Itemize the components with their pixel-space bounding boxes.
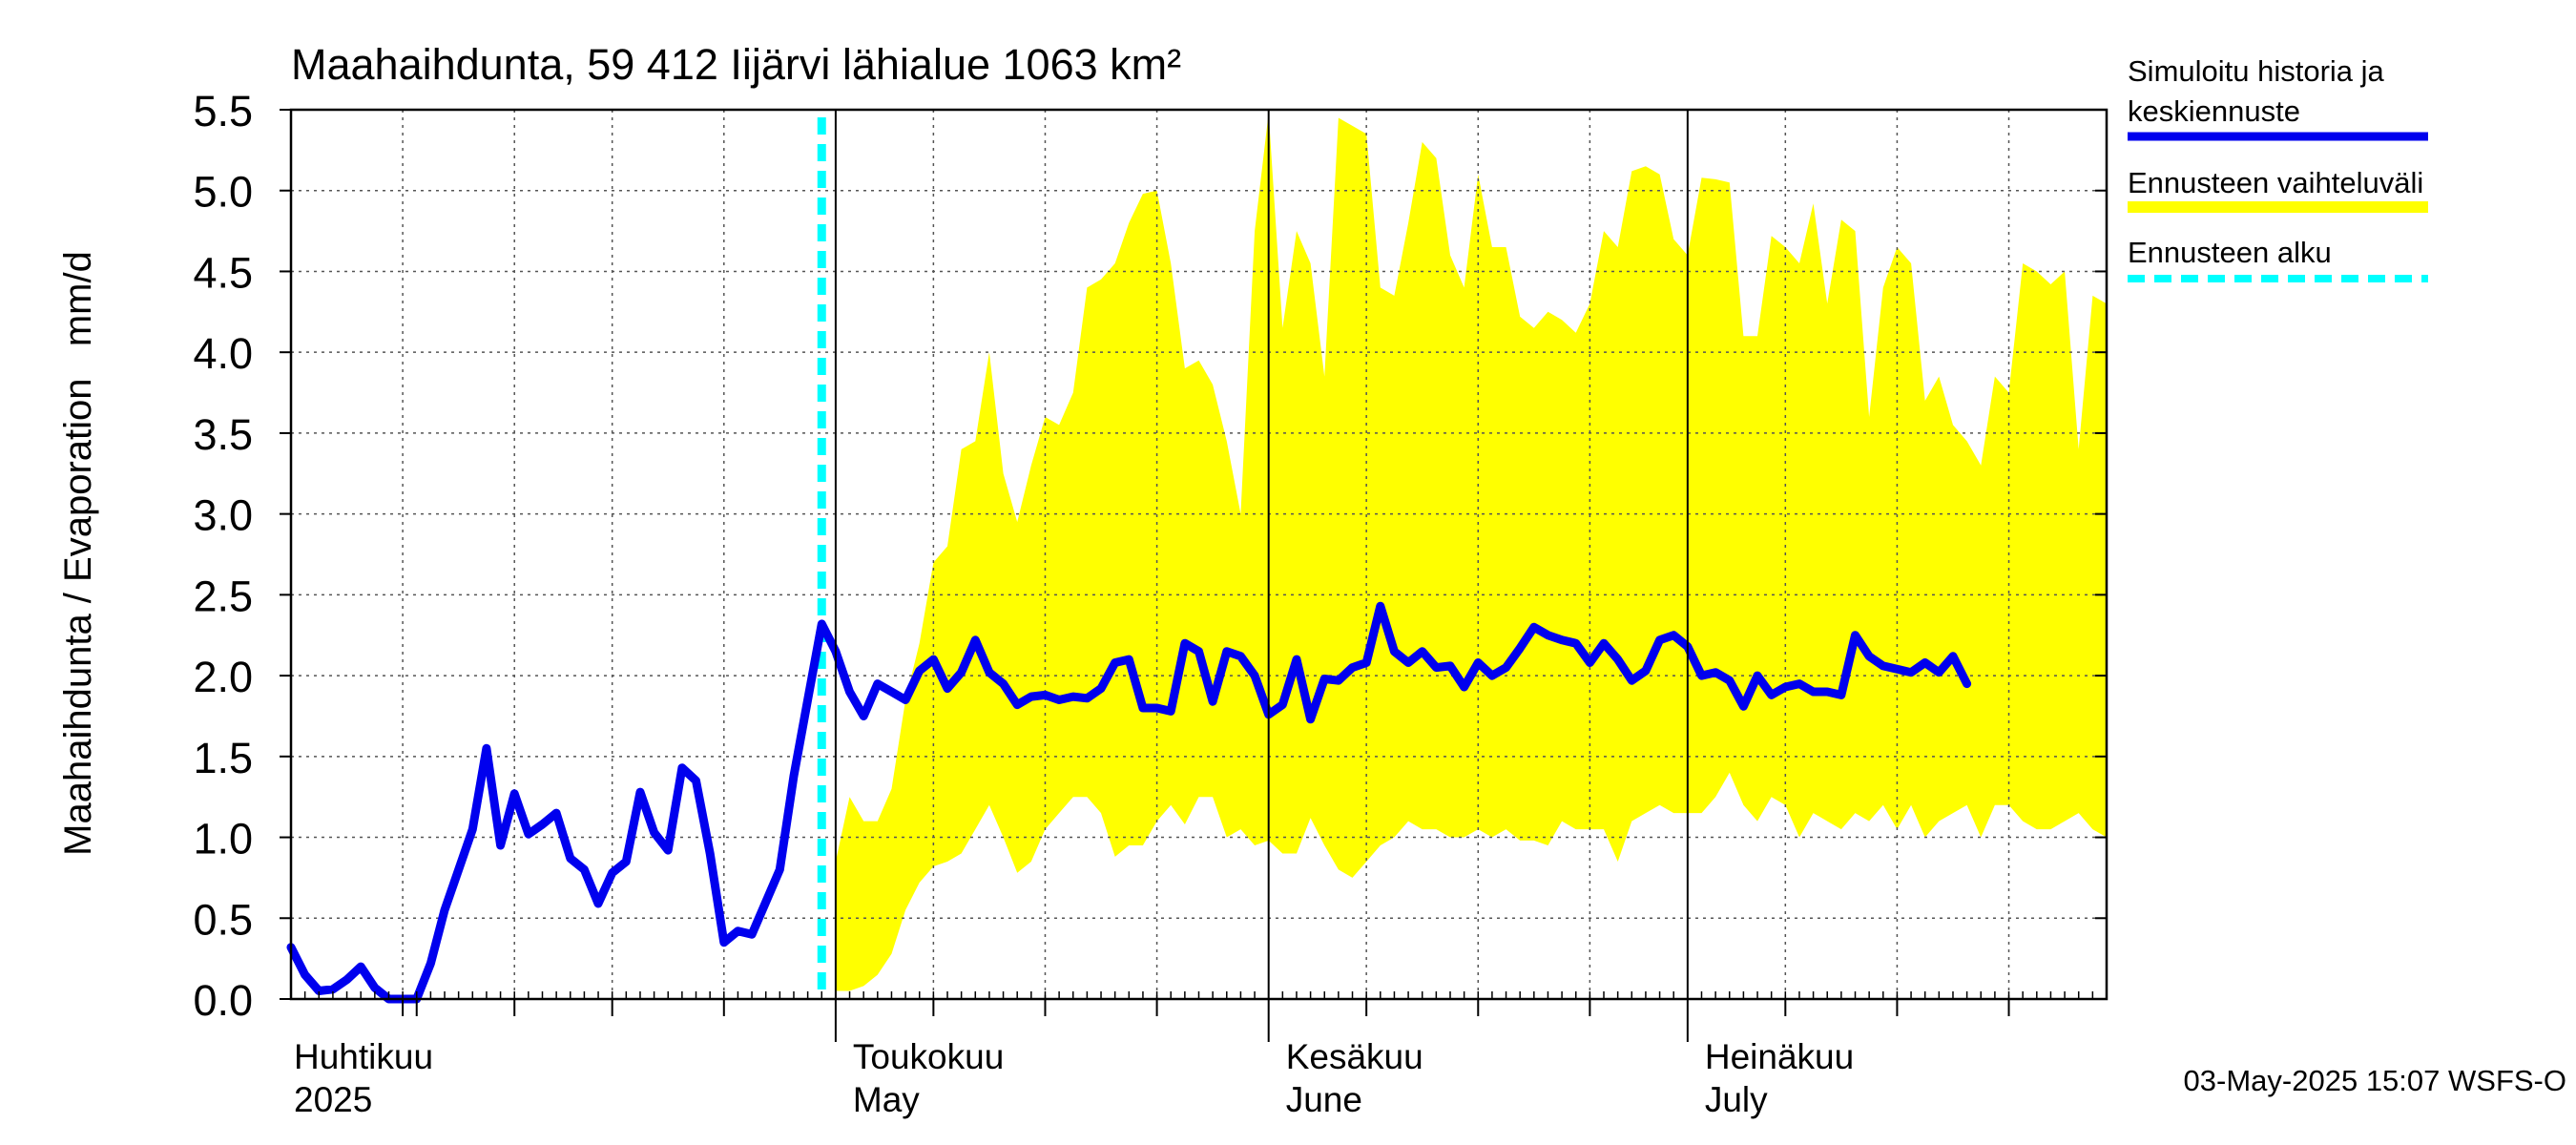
x-month-sublabel: May: [853, 1080, 920, 1119]
y-tick-label: 3.5: [193, 410, 253, 459]
x-month-label: Kesäkuu: [1286, 1037, 1423, 1076]
y-tick-label: 1.5: [193, 734, 253, 782]
x-month-sublabel: 2025: [294, 1080, 372, 1119]
legend-label-forecast-start: Ennusteen alku: [2128, 236, 2332, 269]
x-month-label: Toukokuu: [853, 1037, 1004, 1076]
grid-layer: [291, 110, 2107, 999]
x-month-label: Huhtikuu: [294, 1037, 433, 1076]
y-tick-label: 1.0: [193, 815, 253, 864]
x-month-sublabel: July: [1705, 1080, 1768, 1119]
y-tick-label: 4.0: [193, 329, 253, 378]
y-tick-label: 2.5: [193, 572, 253, 620]
forecast-band-layer: [835, 113, 2107, 991]
axes-layer: 0.0 0.5 1.0 1.5 2.0 2.5 3.0 3.5 4.0 4.5 5.0 5.5 Huht…: [193, 87, 2109, 1119]
legend-label-history-line1: Simuloitu historia ja: [2128, 54, 2385, 88]
y-tick-label: 0.0: [193, 976, 253, 1025]
y-tick-label: 2.0: [193, 653, 253, 701]
y-tick-label: 0.5: [193, 895, 253, 944]
legend-label-band: Ennusteen vaihteluväli: [2128, 166, 2423, 199]
footer-timestamp: 03-May-2025 15:07 WSFS-O: [2184, 1064, 2566, 1097]
y-tick-label: 5.5: [193, 87, 253, 135]
y-tick-label: 5.0: [193, 168, 253, 217]
x-month-label: Heinäkuu: [1705, 1037, 1854, 1076]
legend-label-history-line2: keskiennuste: [2128, 94, 2300, 128]
y-tick-label: 4.5: [193, 248, 253, 297]
y-axis-label: Maahaihdunta / Evaporation mm/d: [57, 251, 99, 856]
plot-frame: [289, 108, 2109, 1001]
x-month-sublabel: June: [1286, 1080, 1362, 1119]
y-tick-label: 3.0: [193, 491, 253, 540]
legend: Simuloitu historia ja keskiennuste Ennus…: [2128, 54, 2428, 282]
chart-title: Maahaihdunta, 59 412 Iijärvi lähialue 10…: [291, 40, 1181, 89]
forecast-band: [835, 113, 2107, 991]
